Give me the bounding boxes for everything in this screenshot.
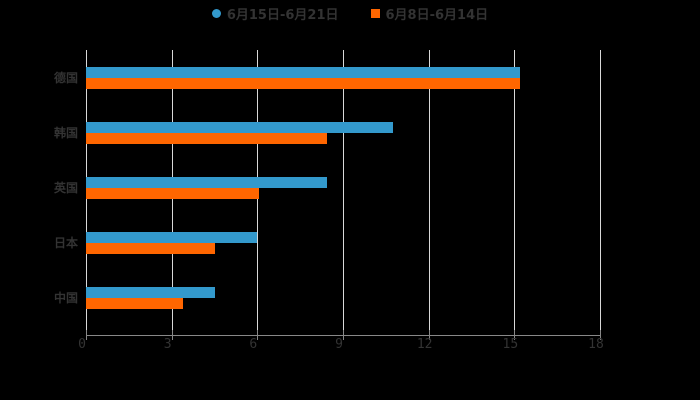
gridline <box>600 50 601 335</box>
x-axis <box>86 335 601 336</box>
x-tick-label: 9 <box>335 337 343 352</box>
x-tick-label: 12 <box>416 337 433 352</box>
legend-item-week-jun15-21[interactable]: 6月15日-6月21日 <box>211 4 339 23</box>
category-label: 中国 <box>53 291 78 305</box>
bar[interactable] <box>86 243 215 254</box>
bar[interactable] <box>86 122 393 133</box>
chart-legend: 6月15日-6月21日 6月8日-6月14日 <box>0 4 700 23</box>
legend-square-icon <box>370 9 380 18</box>
bar[interactable] <box>86 133 328 144</box>
x-tick-label: 15 <box>502 337 519 352</box>
category-label: 日本 <box>53 236 78 250</box>
x-tick-label: 0 <box>78 337 86 352</box>
category-label: 韩国 <box>53 126 78 140</box>
gridline <box>343 50 344 335</box>
legend-label: 6月8日-6月14日 <box>385 8 489 23</box>
bar[interactable] <box>86 78 521 89</box>
bar[interactable] <box>86 287 215 298</box>
x-tick-label: 18 <box>588 337 604 352</box>
bar[interactable] <box>86 232 258 243</box>
x-tick-label: 3 <box>163 337 172 352</box>
legend-item-week-jun8-14[interactable]: 6月8日-6月14日 <box>370 4 489 23</box>
bar[interactable] <box>86 188 259 199</box>
bar[interactable] <box>86 67 521 78</box>
bar[interactable] <box>86 177 328 188</box>
bar[interactable] <box>86 298 184 309</box>
gridline <box>428 50 430 335</box>
category-label: 德国 <box>53 71 78 85</box>
legend-circle-icon <box>211 9 221 18</box>
category-label: 英国 <box>53 181 78 195</box>
legend-label: 6月15日-6月21日 <box>226 8 339 23</box>
x-tick-label: 6 <box>249 337 258 352</box>
gridline <box>514 50 516 335</box>
